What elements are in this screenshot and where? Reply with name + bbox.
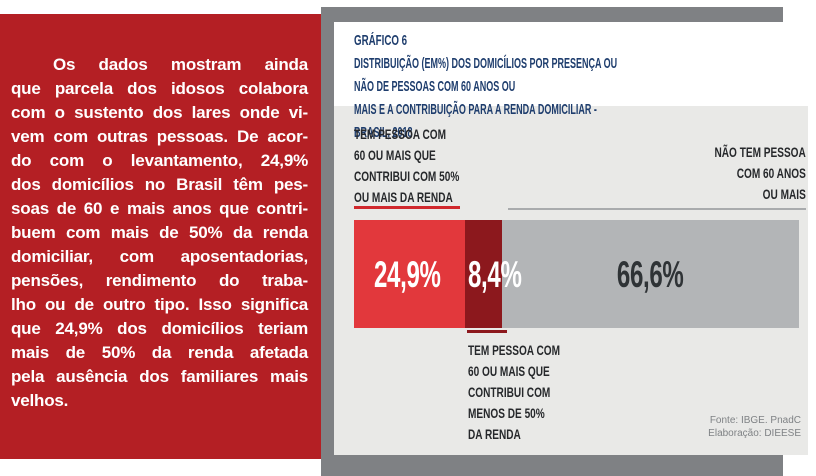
bar-value-3: 66,6% xyxy=(617,253,684,295)
chart-number-text: GRÁFICO 6 xyxy=(354,32,408,49)
chart-source: Fonte: IBGE. PnadC Elaboração: DIEESE xyxy=(708,414,801,440)
bar-value-2: 8,4% xyxy=(467,253,522,295)
label-no-person-60: NÃO TEM PESSOA COM 60 ANOS OU MAIS xyxy=(679,142,806,205)
chart-title-text: DISTRIBUIÇÃO (EM%) DOS DOMICÍLIOS POR PR… xyxy=(354,55,618,141)
label-contrib-50-plus-underline xyxy=(354,206,460,209)
bar-segment-3: 66,6% xyxy=(502,220,799,328)
commentary-line: Os dados mostram ainda xyxy=(53,55,308,74)
commentary-line: pela ausência dos familiares mais xyxy=(11,367,308,386)
label-no-person-60-underline xyxy=(508,208,806,210)
label-contrib-less-50-text: TEM PESSOA COM 60 OU MAIS QUE CONTRIBUI … xyxy=(468,342,561,442)
source-line-1: Fonte: IBGE. PnadC xyxy=(709,415,801,426)
commentary-line: vem com outras pessoas. De acor- xyxy=(11,127,308,146)
commentary-line: domiciliar, com aposentadorias, xyxy=(11,247,308,266)
commentary-line: com o sustento dos lares onde vi- xyxy=(11,103,308,122)
label-contrib-less-50: TEM PESSOA COM 60 OU MAIS QUE CONTRIBUI … xyxy=(468,340,596,445)
bar-segment-1: 24,9% xyxy=(354,220,465,328)
bar-segment-2: 8,4% xyxy=(464,220,522,328)
commentary-paragraph: Os dados mostram ainda que parcela dos id… xyxy=(11,53,308,413)
commentary-panel: Os dados mostram ainda que parcela dos id… xyxy=(0,14,321,459)
commentary-line: buem com mais de 50% da renda xyxy=(11,223,308,242)
source-line-2: Elaboração: DIEESE xyxy=(708,428,801,439)
commentary-line: que parcela dos idosos colabora xyxy=(11,79,308,98)
label-no-person-60-text: NÃO TEM PESSOA COM 60 ANOS OU MAIS xyxy=(714,144,806,202)
label-contrib-50-plus-text: TEM PESSOA COM 60 OU MAIS QUE CONTRIBUI … xyxy=(354,126,460,205)
label-contrib-less-50-underline xyxy=(467,330,507,333)
stacked-bar: 24,9% 8,4% 66,6% xyxy=(354,220,799,328)
commentary-line: dos domicílios no Brasil têm pes- xyxy=(11,175,308,194)
commentary-line: lho ou de outro tipo. Isso significa xyxy=(11,295,308,314)
commentary-line: que 24,9% dos domicílios teriam xyxy=(11,319,308,338)
commentary-line: do com o levantamento, 24,9% xyxy=(11,151,308,170)
commentary-line: soas de 60 e mais anos que contri- xyxy=(11,199,308,218)
label-contrib-50-plus: TEM PESSOA COM 60 OU MAIS QUE CONTRIBUI … xyxy=(354,124,500,208)
chart-number: GRÁFICO 6 xyxy=(354,32,436,49)
chart-title: DISTRIBUIÇÃO (EM%) DOS DOMICÍLIOS POR PR… xyxy=(354,52,816,144)
bar-value-1: 24,9% xyxy=(374,253,441,295)
commentary-line: pensões, rendimento do traba- xyxy=(11,271,308,290)
commentary-line: velhos. xyxy=(11,391,69,410)
commentary-line: mais de 50% da renda afetada xyxy=(11,343,308,362)
